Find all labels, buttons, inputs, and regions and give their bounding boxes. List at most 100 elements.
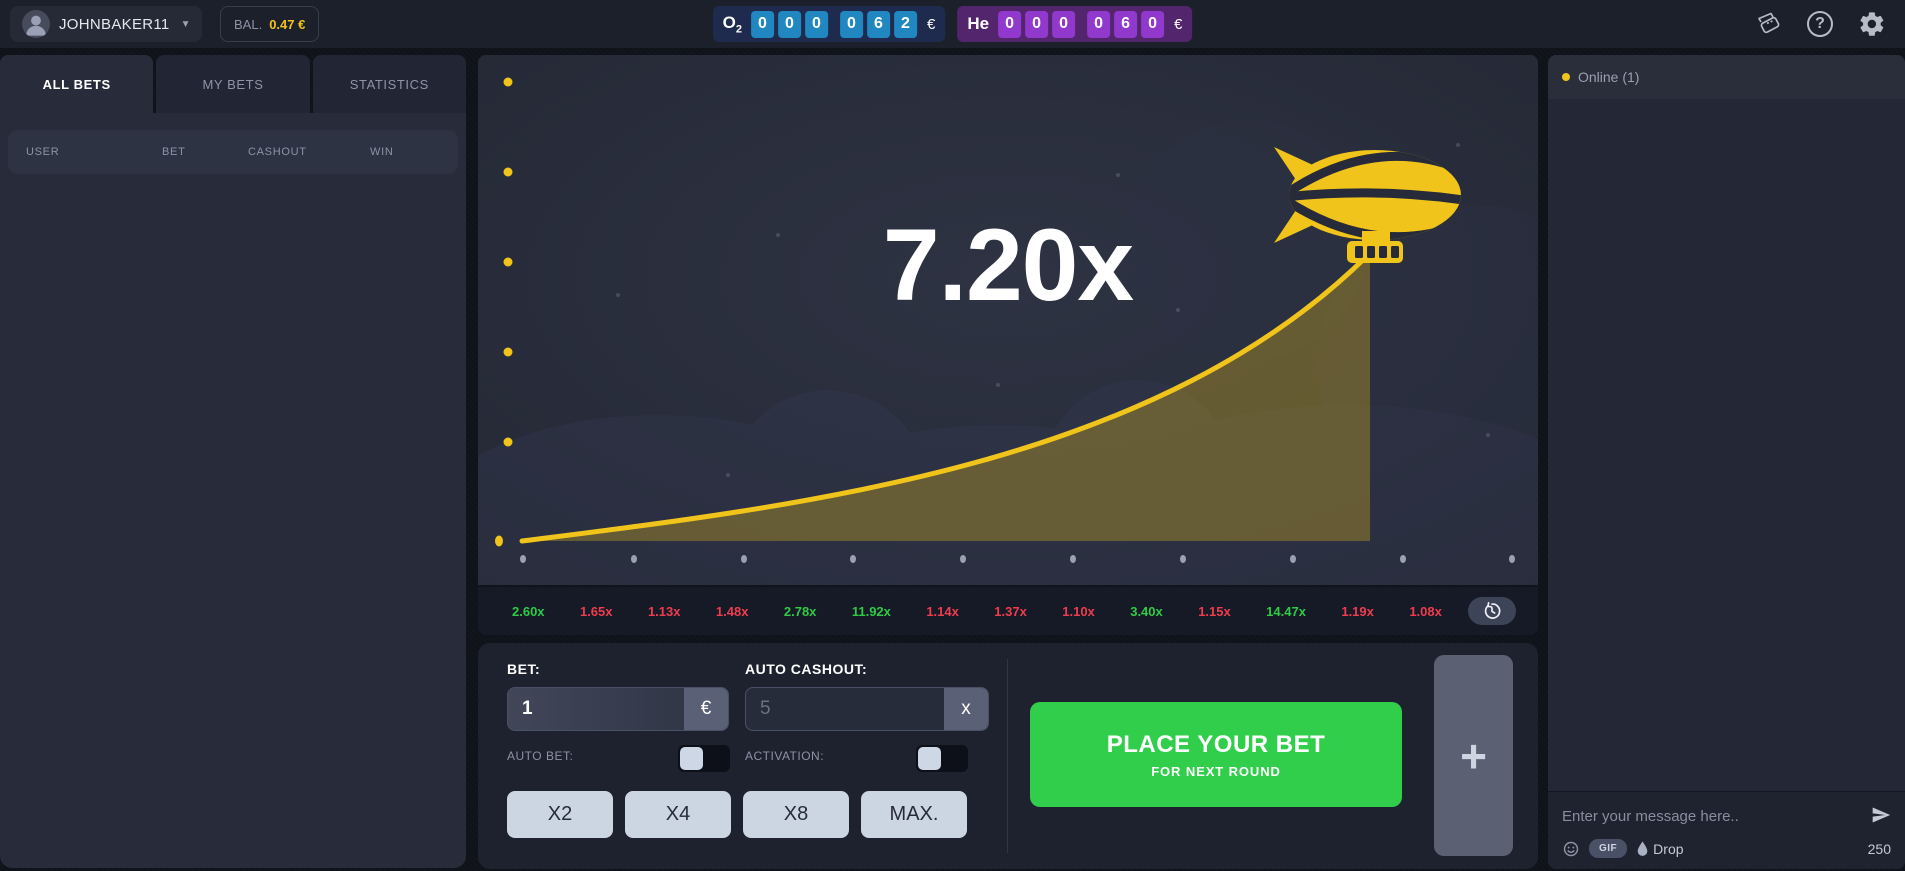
- he-counter: He 0 0 0 0 6 0 €: [957, 6, 1193, 42]
- history-item: 1.14x: [926, 603, 959, 619]
- tab-all-bets[interactable]: ALL BETS: [0, 55, 154, 113]
- history-bar: 2.60x 1.65x 1.13x 1.48x 2.78x 11.92x 1.1…: [478, 587, 1538, 635]
- chat-messages: [1548, 99, 1905, 791]
- column-bet: BET: [162, 146, 186, 158]
- max-button[interactable]: MAX.: [861, 791, 967, 838]
- history-item: 11.92x: [851, 603, 891, 619]
- o2-digit: 2: [893, 10, 917, 38]
- drop-label: Drop: [1653, 840, 1684, 857]
- o2-icon: O2: [722, 12, 742, 36]
- place-bet-title: PLACE YOUR BET: [1106, 730, 1326, 758]
- x2-button[interactable]: X2: [507, 791, 613, 838]
- history-item: 14.47x: [1266, 603, 1306, 619]
- x8-button[interactable]: X8: [743, 791, 849, 838]
- add-bet-button[interactable]: +: [1434, 655, 1513, 856]
- tab-statistics[interactable]: STATISTICS: [312, 55, 466, 113]
- online-count: Online (1): [1578, 69, 1640, 85]
- history-values: 2.60x 1.65x 1.13x 1.48x 2.78x 11.92x 1.1…: [512, 587, 1442, 635]
- balance-display: BAL. 0.47 €: [220, 6, 320, 42]
- bet-currency-suffix: €: [684, 688, 728, 730]
- char-counter: 250: [1867, 840, 1891, 857]
- game-scene: [478, 55, 1538, 585]
- bet-input[interactable]: [508, 688, 684, 730]
- toggle-knob: [680, 747, 703, 770]
- top-bar: JOHNBAKER11 ▼ BAL. 0.47 € O2 0 0 0 0 6 2…: [0, 0, 1905, 48]
- chat-message-input[interactable]: [1562, 808, 1863, 825]
- he-digits-high: 0 0 0: [998, 10, 1076, 38]
- place-bet-button[interactable]: PLACE YOUR BET FOR NEXT ROUND: [1030, 702, 1402, 807]
- drop-icon: [1637, 841, 1648, 856]
- stars-decor: [616, 143, 1490, 477]
- history-item: 1.37x: [994, 603, 1027, 619]
- he-digit: 0: [1087, 10, 1111, 38]
- bet-amount-field: €: [507, 687, 729, 731]
- promo-tickets-icon[interactable]: [1753, 9, 1783, 39]
- zeppelin-icon: [1274, 147, 1461, 263]
- activation-label: ACTIVATION:: [745, 749, 825, 763]
- bets-list: [8, 183, 458, 860]
- o2-digits-low: 0 6 2: [839, 10, 917, 38]
- o2-digit: 0: [777, 10, 801, 38]
- auto-cashout-field: x: [745, 687, 989, 731]
- toggle-knob: [918, 747, 941, 770]
- o2-digits-high: 0 0 0: [750, 10, 828, 38]
- emoji-button[interactable]: [1562, 840, 1580, 858]
- tab-my-bets[interactable]: MY BETS: [156, 55, 310, 113]
- send-message-button[interactable]: [1863, 805, 1891, 828]
- activation-toggle[interactable]: [916, 745, 968, 772]
- auto-cashout-input[interactable]: [746, 688, 944, 730]
- he-digit: 0: [1141, 10, 1165, 38]
- auto-bet-label: AUTO BET:: [507, 749, 574, 763]
- he-digit: 0: [1025, 10, 1049, 38]
- bets-table: USER BET CASHOUT WIN: [0, 113, 466, 868]
- place-bet-subtitle: FOR NEXT ROUND: [1151, 763, 1281, 779]
- history-item: 1.19x: [1341, 603, 1374, 619]
- help-icon[interactable]: ?: [1805, 9, 1835, 39]
- x-axis: [520, 540, 1538, 563]
- he-digits-low: 0 6 0: [1087, 10, 1165, 38]
- auto-cashout-label: AUTO CASHOUT:: [745, 661, 868, 677]
- drop-button[interactable]: Drop: [1636, 840, 1684, 857]
- history-item: 1.08x: [1409, 603, 1442, 619]
- curve-fill: [522, 253, 1370, 541]
- history-item: 3.40x: [1130, 603, 1163, 619]
- history-item: 1.65x: [579, 603, 613, 619]
- history-item: 1.15x: [1198, 603, 1231, 619]
- cashout-x-suffix: x: [944, 688, 988, 730]
- bets-panel: ALL BETS MY BETS STATISTICS USER BET CAS…: [0, 55, 466, 868]
- current-multiplier: 7.20x: [882, 208, 1134, 322]
- bet-controls: BET: € AUTO CASHOUT: x AUTO BET: ACTIVAT…: [478, 643, 1538, 869]
- settings-gear-icon[interactable]: [1857, 9, 1887, 39]
- round-history-button[interactable]: [1468, 597, 1516, 625]
- column-user: USER: [26, 146, 60, 158]
- he-digit: 0: [998, 10, 1022, 38]
- o2-digit: 0: [804, 10, 828, 38]
- he-digit: 6: [1114, 10, 1138, 38]
- controls-divider: [1007, 659, 1008, 853]
- user-menu[interactable]: JOHNBAKER11 ▼: [10, 6, 203, 42]
- chevron-down-icon: ▼: [180, 18, 191, 30]
- chat-header: Online (1): [1548, 55, 1905, 99]
- history-item: 2.78x: [783, 603, 817, 619]
- bets-tabs: ALL BETS MY BETS STATISTICS: [0, 55, 466, 113]
- history-clock-icon: [1484, 601, 1501, 619]
- history-item: 2.60x: [512, 603, 545, 619]
- top-bar-actions: ?: [1753, 9, 1887, 39]
- o2-digit: 6: [866, 10, 890, 38]
- bet-multiplier-buttons: X2 X4 X8 MAX.: [507, 791, 967, 838]
- chat-panel: Online (1) GIF: [1548, 55, 1905, 869]
- history-item: 1.48x: [715, 603, 749, 619]
- smiley-icon: [1563, 841, 1579, 856]
- gif-button[interactable]: GIF: [1589, 839, 1628, 858]
- send-icon: [1872, 807, 1891, 823]
- he-digit: 0: [1052, 10, 1076, 38]
- column-cashout: CASHOUT: [248, 146, 307, 158]
- gas-counters: O2 0 0 0 0 6 2 € He 0 0 0 0 6 0: [712, 6, 1193, 42]
- username: JOHNBAKER11: [59, 15, 170, 33]
- y-axis: [495, 73, 527, 547]
- history-item: 1.13x: [647, 603, 681, 619]
- x4-button[interactable]: X4: [625, 791, 731, 838]
- auto-bet-toggle[interactable]: [678, 745, 730, 772]
- game-canvas: 7.20x: [478, 55, 1538, 585]
- column-win: WIN: [370, 146, 394, 158]
